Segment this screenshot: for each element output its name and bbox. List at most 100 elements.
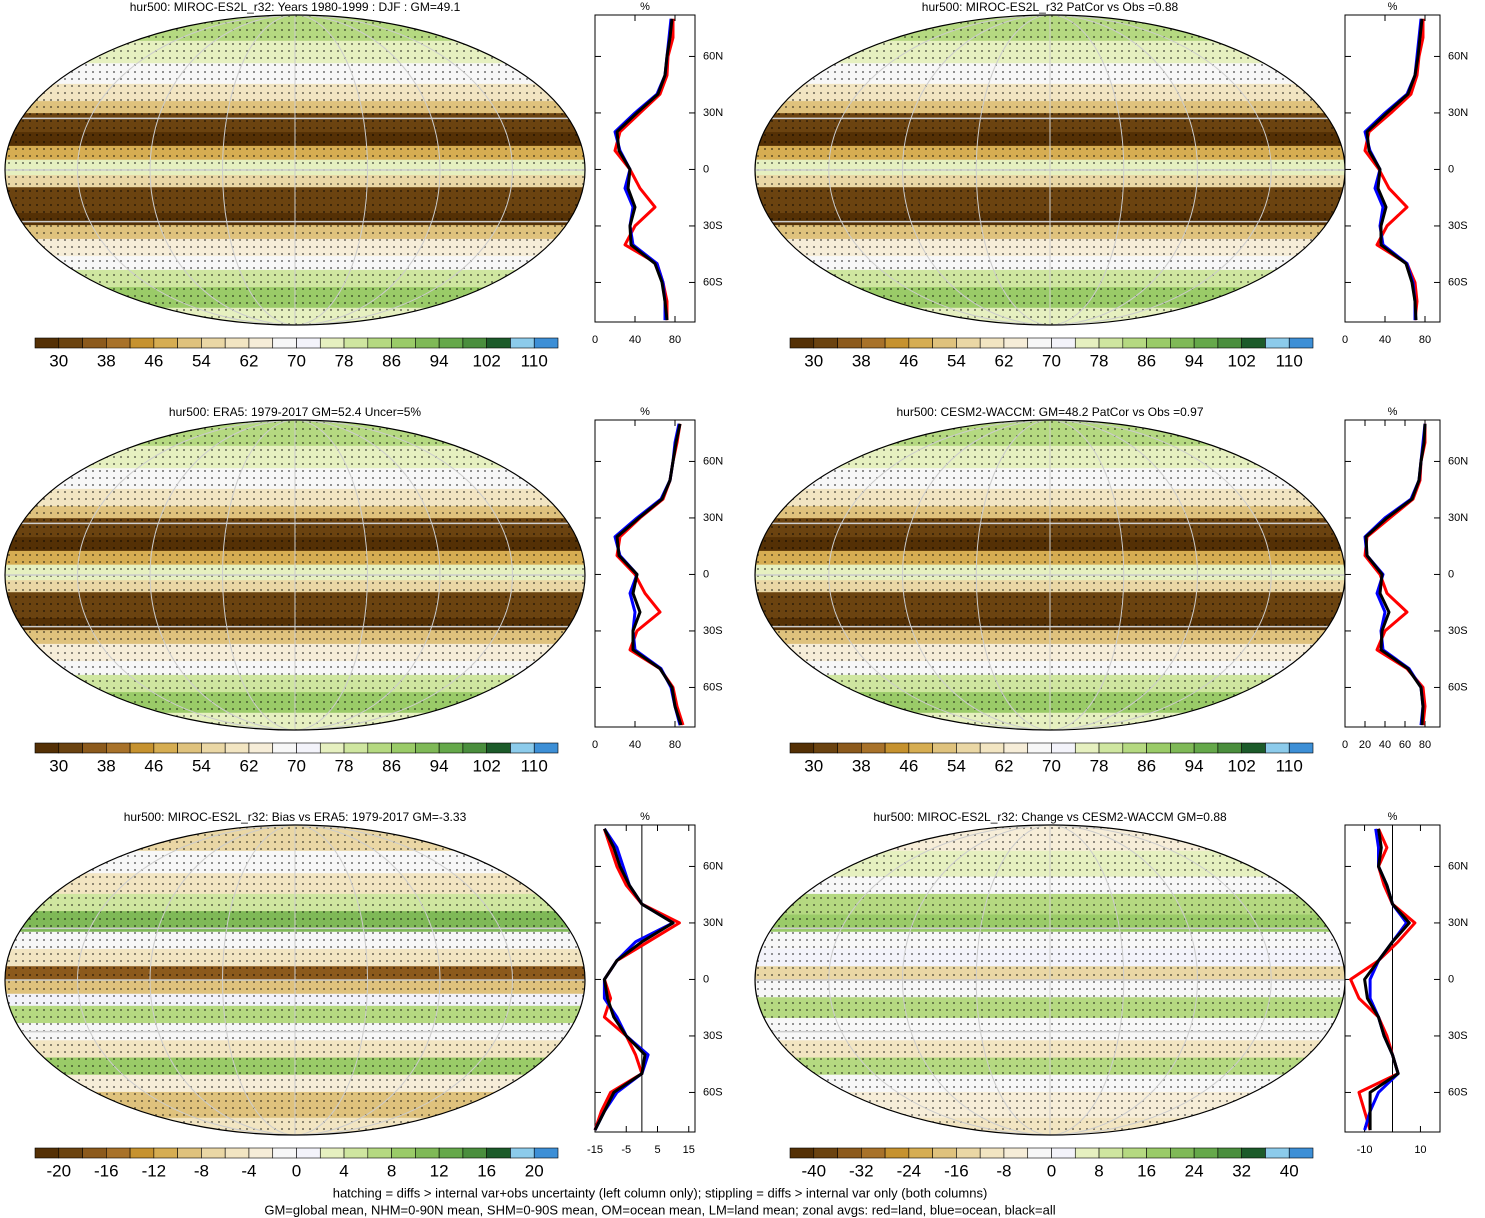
colorbar-swatch — [296, 1147, 321, 1159]
meridian — [222, 825, 368, 1135]
colorbar-label: -16 — [94, 1161, 119, 1180]
meridian — [902, 15, 1198, 325]
colorbar-swatch — [979, 742, 1005, 754]
y-tick-label: 30N — [703, 917, 723, 929]
colorbar-swatch — [510, 337, 535, 349]
colorbar-label: 78 — [1090, 351, 1109, 370]
colorbar-swatch — [296, 337, 321, 349]
colorbar-swatch — [391, 1147, 416, 1159]
colorbar-swatch — [343, 337, 369, 349]
colorbar-label: 16 — [1137, 1161, 1156, 1180]
colorbar-swatch — [391, 337, 416, 349]
zonal-frame — [594, 14, 696, 323]
colorbar-swatch — [415, 337, 440, 349]
zonal-line — [1363, 828, 1408, 1131]
map — [5, 15, 585, 325]
colorbar-swatch — [1193, 337, 1219, 349]
colorbar-swatch — [82, 337, 107, 349]
colorbar-swatch — [58, 337, 83, 349]
colorbar-label: 8 — [1094, 1161, 1103, 1180]
colorbar-label: 110 — [1276, 351, 1303, 370]
y-tick-label: 0 — [1448, 163, 1454, 175]
colorbar-swatch — [1288, 742, 1314, 754]
colorbar-swatch — [1288, 1147, 1314, 1159]
colorbar-swatch — [1003, 1147, 1029, 1159]
map — [755, 825, 1345, 1135]
meridian — [77, 420, 513, 730]
colorbar-label: 86 — [382, 756, 401, 775]
unit-label: % — [640, 811, 650, 823]
colorbar-label: 70 — [1042, 351, 1061, 370]
meridian — [149, 15, 441, 325]
colorbar-swatch — [1146, 742, 1171, 754]
colorbar-swatch — [367, 1147, 392, 1159]
colorbar-swatch — [1122, 337, 1147, 349]
colorbar-label: 102 — [1227, 351, 1255, 370]
colorbar-label: 86 — [1137, 351, 1156, 370]
colorbar-swatch — [462, 742, 487, 754]
colorbar-swatch — [1003, 337, 1029, 349]
x-tick-label: 0 — [1342, 739, 1348, 751]
colorbar-swatch — [177, 1147, 202, 1159]
panel-title: hur500: MIROC-ES2L_r32 PatCor vs Obs =0.… — [922, 0, 1179, 14]
colorbar-swatch — [438, 1147, 464, 1159]
zonal-line — [615, 423, 683, 726]
y-tick-label: 30S — [703, 220, 723, 232]
map — [755, 15, 1345, 325]
y-tick-label: 30S — [1448, 1030, 1468, 1042]
colorbar-swatch — [813, 742, 838, 754]
footnote: hatching = diffs > internal var+obs unce… — [333, 1185, 988, 1200]
y-tick-label: 60N — [703, 860, 723, 872]
zonal-frame — [1344, 14, 1441, 323]
colorbar-swatch — [1027, 742, 1052, 754]
colorbar-swatch — [462, 337, 487, 349]
colorbar-label: -12 — [142, 1161, 167, 1180]
panel-title: hur500: CESM2-WACCM: GM=48.2 PatCor vs O… — [896, 405, 1203, 419]
colorbar-label: 62 — [994, 756, 1013, 775]
colorbar-swatch — [1051, 337, 1076, 349]
y-tick-label: 30S — [1448, 625, 1468, 637]
colorbar-label: -8 — [996, 1161, 1011, 1180]
panel-title: hur500: ERA5: 1979-2017 GM=52.4 Uncer=5% — [169, 405, 421, 419]
y-tick-label: 0 — [703, 163, 709, 175]
colorbar-label: 62 — [239, 756, 258, 775]
colorbar-swatch — [343, 742, 369, 754]
map — [5, 420, 585, 730]
colorbar-swatch — [58, 1147, 83, 1159]
colorbar-swatch — [1074, 337, 1100, 349]
colorbar-swatch — [533, 1147, 559, 1159]
colorbar-label: 86 — [382, 351, 401, 370]
colorbar-swatch — [956, 742, 981, 754]
colorbar-swatch — [932, 1147, 957, 1159]
colorbar-label: 0 — [292, 1161, 301, 1180]
colorbar-label: 54 — [192, 351, 211, 370]
zonal-frame — [594, 419, 696, 728]
colorbar-swatch — [1098, 337, 1124, 349]
colorbar-label: 54 — [947, 351, 966, 370]
panel-title: hur500: MIROC-ES2L_r32: Bias vs ERA5: 19… — [124, 810, 467, 824]
colorbar-label: -24 — [897, 1161, 922, 1180]
colorbar-label: 12 — [430, 1161, 449, 1180]
colorbar-label: 102 — [1227, 756, 1255, 775]
colorbar-label: 54 — [947, 756, 966, 775]
colorbar-swatch — [272, 337, 297, 349]
colorbar-label: 8 — [387, 1161, 396, 1180]
colorbar-swatch — [861, 337, 886, 349]
map-outline — [4, 14, 586, 326]
colorbar-label: 62 — [239, 351, 258, 370]
y-tick-label: 60S — [703, 1086, 723, 1098]
x-tick-label: 0 — [1342, 334, 1348, 346]
colorbar-swatch — [58, 742, 83, 754]
colorbar-swatch — [837, 337, 862, 349]
zonal-line — [615, 18, 674, 321]
y-tick-label: 60N — [1448, 455, 1468, 467]
zonal-line — [613, 423, 682, 726]
y-tick-label: 60N — [1448, 860, 1468, 872]
colorbar-swatch — [1003, 742, 1029, 754]
meridian — [828, 15, 1272, 325]
colorbar-swatch — [789, 1147, 815, 1159]
colorbar-label: -8 — [194, 1161, 209, 1180]
y-tick-label: 60S — [1448, 681, 1468, 693]
colorbar-label: 46 — [899, 351, 918, 370]
meridian — [77, 15, 513, 325]
